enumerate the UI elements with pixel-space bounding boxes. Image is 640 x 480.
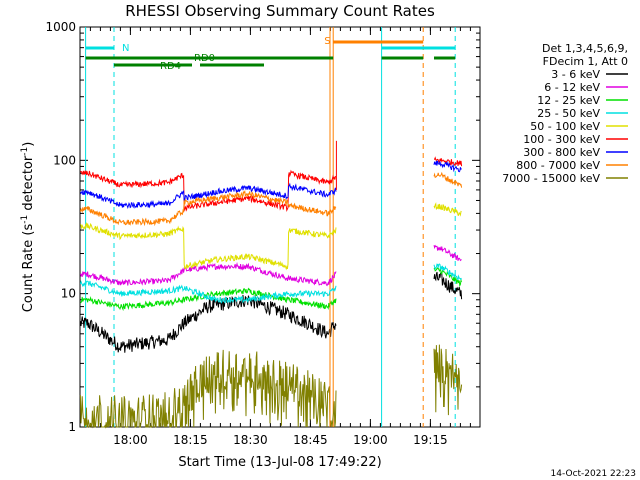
series-line xyxy=(433,344,463,416)
legend-label: 100 - 300 keV xyxy=(523,133,600,146)
series-line xyxy=(433,202,462,217)
legend-header: FDecim 1, Att 0 xyxy=(543,55,628,68)
series-line xyxy=(80,222,337,271)
series-line xyxy=(79,262,337,287)
y-tick-label: 100 xyxy=(53,153,76,167)
y-tick-label: 1000 xyxy=(45,20,76,34)
x-tick-label: 18:30 xyxy=(233,433,268,447)
timestamp: 14-Oct-2021 22:23 xyxy=(551,469,636,479)
series-line xyxy=(79,294,337,353)
legend-label: 25 - 50 keV xyxy=(537,107,600,120)
x-tick-label: 19:00 xyxy=(353,433,388,447)
series-line xyxy=(433,263,463,281)
decimation-label: RD0 xyxy=(194,53,215,64)
y-tick-label: 10 xyxy=(61,287,76,301)
legend-label: 300 - 800 keV xyxy=(523,146,600,159)
plot-area: 1 10 100 1000 18:00 18:15 18:30 18:45 19:00 19:15… xyxy=(45,20,481,447)
legend-header: Det 1,3,4,5,6,9, xyxy=(542,42,628,55)
legend-label: 7000 - 15000 keV xyxy=(502,172,600,185)
x-tick-label: 18:00 xyxy=(113,433,148,447)
series-line xyxy=(433,244,462,262)
legend-label: 3 - 6 keV xyxy=(551,68,600,81)
series-line xyxy=(433,171,463,188)
legend-label: 800 - 7000 keV xyxy=(516,159,600,172)
series-line xyxy=(433,160,462,173)
series-line xyxy=(79,189,337,227)
series-line xyxy=(80,287,337,312)
series-line xyxy=(79,182,337,209)
x-tick-label: 18:45 xyxy=(293,433,328,447)
x-tick-label: 18:15 xyxy=(173,433,208,447)
series-line xyxy=(80,169,337,213)
legend-label: 50 - 100 keV xyxy=(530,120,600,133)
attenuator-label: N xyxy=(122,43,129,54)
series-line xyxy=(79,279,337,304)
x-tick-label: 19:15 xyxy=(413,433,448,447)
series-line xyxy=(434,156,463,167)
attenuator-label: S xyxy=(324,36,330,47)
legend-label: 6 - 12 keV xyxy=(544,81,600,94)
y-tick-label: 1 xyxy=(68,420,76,434)
decimation-label: RD4 xyxy=(160,61,181,72)
series-line xyxy=(79,349,337,429)
legend-label: 12 - 25 keV xyxy=(537,94,600,107)
series-line xyxy=(433,271,463,300)
y-axis-label: Count Rate (s-1 detector-1) xyxy=(20,142,36,313)
legend: Det 1,3,4,5,6,9,FDecim 1, Att 03 - 6 keV… xyxy=(502,42,628,185)
x-axis-label: Start Time (13-Jul-08 17:49:22) xyxy=(178,455,381,470)
chart-title: RHESSI Observing Summary Count Rates xyxy=(125,2,435,20)
